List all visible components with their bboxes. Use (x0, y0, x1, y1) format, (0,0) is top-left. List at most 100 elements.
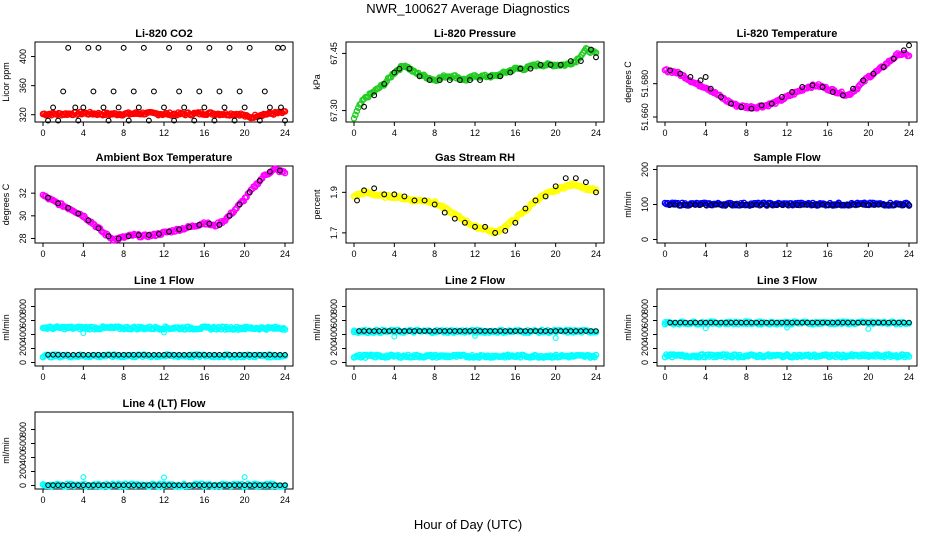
data-point (125, 117, 132, 124)
x-tick-label: 4 (81, 128, 86, 138)
y-tick-label: 800 (329, 299, 339, 314)
y-tick-label: 200 (329, 341, 339, 356)
x-tick-label: 0 (351, 249, 356, 259)
data-point (789, 89, 796, 95)
data-point (281, 169, 289, 177)
x-tick-label: 24 (591, 249, 601, 259)
y-axis-label: ml/min (312, 314, 322, 341)
y-axis-label: percent (312, 189, 322, 220)
x-tick-label: 0 (40, 495, 45, 505)
data-point (497, 73, 504, 80)
data-point (361, 103, 368, 110)
data-point (217, 218, 225, 225)
data-point (482, 223, 489, 230)
data-point (216, 221, 223, 228)
panel-title: Li-820 CO2 (135, 28, 192, 40)
data-point (742, 104, 749, 112)
y-tick-label: 0 (18, 360, 28, 365)
data-point (728, 100, 735, 107)
data-point (256, 177, 263, 184)
data-point (511, 216, 519, 224)
data-point (494, 72, 502, 80)
x-tick-label: 8 (744, 128, 749, 138)
data-point (842, 319, 850, 327)
data-point (707, 85, 714, 92)
x-tick-label: 8 (121, 372, 126, 382)
data-point (552, 335, 559, 341)
data-point (110, 88, 117, 95)
data-point (593, 189, 599, 196)
x-tick-label: 8 (432, 128, 437, 138)
data-point (512, 215, 520, 223)
y-tick-label: 67.30 (329, 99, 339, 122)
x-tick-label: 20 (551, 249, 561, 259)
x-tick-label: 20 (240, 128, 250, 138)
data-point (582, 179, 589, 186)
data-point (396, 65, 403, 72)
data-point (809, 82, 816, 89)
data-point (241, 474, 248, 481)
data-point (502, 227, 509, 234)
data-point (45, 194, 51, 201)
data-point (512, 219, 519, 226)
x-tick-label: 12 (470, 249, 480, 259)
data-point (436, 77, 443, 84)
panel-5: Sample Flow ml/min 0 4 8 12 16 20 24 0 100 200 (623, 152, 918, 259)
data-point (517, 65, 524, 72)
data-point (464, 352, 472, 360)
data-point (206, 220, 213, 227)
data-point (176, 226, 183, 233)
panel-3: Ambient Box Temperature degrees C 0 4 8 12 16 2… (1, 152, 294, 259)
x-tick-label: 8 (432, 372, 437, 382)
x-tick-label: 12 (159, 249, 169, 259)
data-point (256, 117, 263, 124)
x-tick-label: 12 (782, 249, 792, 259)
y-tick-label: 100 (640, 197, 650, 212)
data-point (161, 329, 167, 336)
x-tick-label: 0 (662, 372, 667, 382)
y-tick-label: 1.9 (329, 186, 339, 199)
y-tick-label: 600 (329, 313, 339, 328)
data-point (472, 223, 478, 230)
data-point (72, 104, 79, 111)
data-point (277, 167, 283, 174)
y-tick-label: 600 (18, 436, 28, 451)
data-point (171, 117, 178, 124)
data-point (161, 474, 167, 481)
data-point (702, 325, 709, 332)
y-tick-label: 200 (640, 162, 650, 177)
data-point (100, 104, 107, 111)
x-tick-label: 0 (40, 249, 45, 259)
y-tick-label: 0 (640, 360, 650, 365)
y-axis-label: kPa (312, 74, 322, 90)
y-tick-label: 51.660 (640, 103, 650, 131)
data-point (391, 191, 398, 198)
data-point (85, 217, 92, 224)
data-point (216, 324, 223, 331)
x-tick-label: 24 (591, 372, 601, 382)
data-point (120, 44, 127, 51)
data-point (80, 104, 87, 111)
data-point (477, 77, 483, 84)
data-point (354, 353, 362, 360)
y-tick-label: 360 (18, 78, 28, 93)
panel-2: Li-820 Temperature degrees C 0 4 8 12 16 20 24 51… (623, 28, 918, 138)
data-point (174, 324, 182, 331)
data-point (115, 104, 122, 111)
y-axis-label: ml/min (1, 437, 11, 464)
data-point (350, 115, 358, 122)
x-tick-label: 4 (392, 249, 397, 259)
data-point (65, 44, 72, 51)
data-point (557, 61, 564, 68)
data-point (211, 117, 218, 124)
panel-title: Ambient Box Temperature (96, 152, 233, 164)
data-point (226, 212, 233, 219)
data-point (274, 109, 282, 117)
x-tick-label: 12 (159, 372, 169, 382)
y-tick-label: 400 (329, 327, 339, 342)
x-tick-label: 20 (551, 372, 561, 382)
data-point (78, 323, 85, 331)
x-tick-label: 16 (199, 249, 209, 259)
data-point (733, 352, 741, 360)
x-tick-label: 12 (159, 128, 169, 138)
